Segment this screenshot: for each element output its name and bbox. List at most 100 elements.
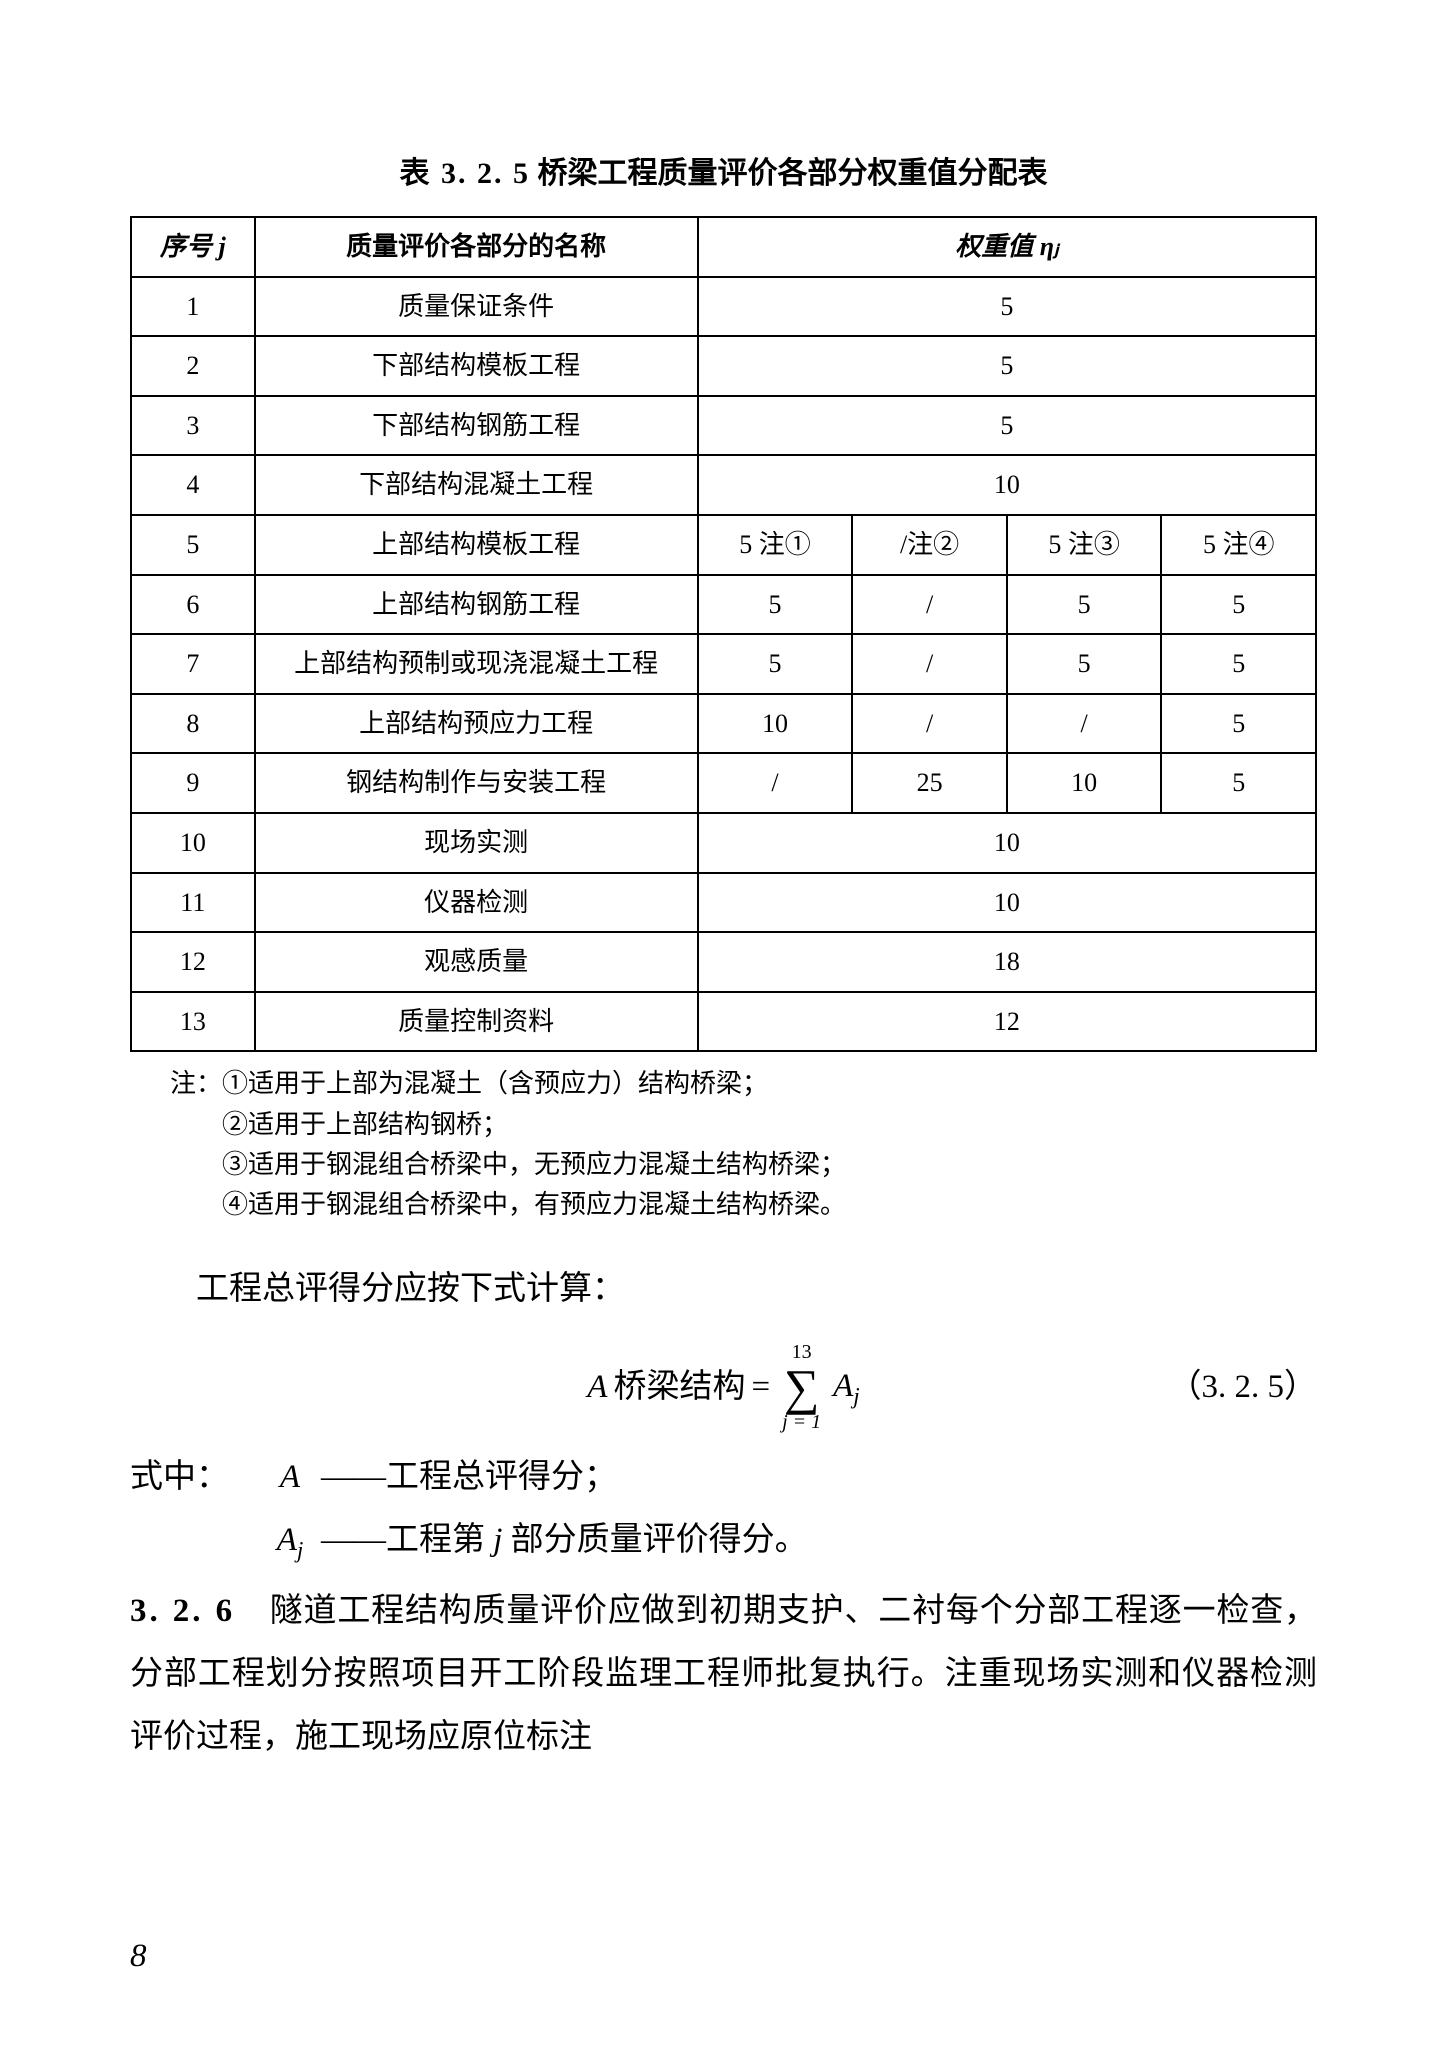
table-row: 1质量保证条件5 xyxy=(131,277,1316,337)
note-item: ①适用于上部为混凝土（含预应力）结构桥梁； xyxy=(222,1064,846,1104)
cell-weight: 5 xyxy=(698,396,1316,456)
cell-c4: 5 xyxy=(1161,753,1316,813)
cell-weight: 10 xyxy=(698,813,1316,873)
cell-weight: 10 xyxy=(698,873,1316,933)
formula-rhs: Aj xyxy=(833,1360,860,1415)
cell-seq: 11 xyxy=(131,873,255,933)
cell-seq: 10 xyxy=(131,813,255,873)
page-number: 8 xyxy=(130,1930,147,1983)
formula: A 桥梁结构 = 13 ∑ j = 1 Aj （3. 2. 5） xyxy=(130,1342,1317,1432)
table-row: 8上部结构预应力工程10//5 xyxy=(131,694,1316,754)
cell-seq: 6 xyxy=(131,575,255,635)
formula-number: （3. 2. 5） xyxy=(1169,1361,1318,1414)
cell-c4: 5 xyxy=(1161,694,1316,754)
cell-name: 现场实测 xyxy=(255,813,698,873)
cell-c3: 5 注③ xyxy=(1007,515,1162,575)
cell-name: 仪器检测 xyxy=(255,873,698,933)
section-text: 隧道工程结构质量评价应做到初期支护、二衬每个分部工程逐一检查，分部工程划分按照项… xyxy=(130,1593,1317,1754)
cell-c1: 5 注① xyxy=(698,515,853,575)
cell-seq: 5 xyxy=(131,515,255,575)
table-header-row: 序号 j 质量评价各部分的名称 权重值 ηⱼ xyxy=(131,217,1316,277)
sigma-block: 13 ∑ j = 1 xyxy=(782,1342,821,1432)
def-dash-1: —— xyxy=(320,1446,386,1509)
table-row: 2下部结构模板工程5 xyxy=(131,336,1316,396)
intro-text: 工程总评得分应按下式计算： xyxy=(130,1258,1317,1321)
table-title-text: 桥梁工程质量评价各部分权重值分配表 xyxy=(538,157,1048,190)
table-row: 5上部结构模板工程5 注①/注②5 注③5 注④ xyxy=(131,515,1316,575)
cell-c1: 10 xyxy=(698,694,853,754)
cell-name: 质量控制资料 xyxy=(255,992,698,1052)
cell-seq: 1 xyxy=(131,277,255,337)
sigma-symbol: ∑ xyxy=(784,1362,820,1412)
def-row-1: 式中： A —— 工程总评得分； xyxy=(130,1446,1317,1509)
th-weight: 权重值 ηⱼ xyxy=(698,217,1316,277)
def-sym-2: Aj xyxy=(260,1509,320,1572)
table-notes: 注： ①适用于上部为混凝土（含预应力）结构桥梁；②适用于上部结构钢桥；③适用于钢… xyxy=(130,1064,1317,1225)
table-row: 7上部结构预制或现浇混凝土工程5/55 xyxy=(131,634,1316,694)
cell-seq: 3 xyxy=(131,396,255,456)
th-name: 质量评价各部分的名称 xyxy=(255,217,698,277)
def-dash-2: —— xyxy=(320,1509,386,1572)
cell-seq: 7 xyxy=(131,634,255,694)
table-row: 6上部结构钢筋工程5/55 xyxy=(131,575,1316,635)
note-item: ②适用于上部结构钢桥； xyxy=(222,1105,846,1145)
cell-name: 上部结构钢筋工程 xyxy=(255,575,698,635)
cell-c1: 5 xyxy=(698,634,853,694)
table-row: 10现场实测10 xyxy=(131,813,1316,873)
cell-weight: 12 xyxy=(698,992,1316,1052)
section-3-2-6: 3. 2. 6 隧道工程结构质量评价应做到初期支护、二衬每个分部工程逐一检查，分… xyxy=(130,1580,1317,1768)
note-item: ③适用于钢混组合桥梁中，无预应力混凝土结构桥梁； xyxy=(222,1145,846,1185)
note-item: ④适用于钢混组合桥梁中，有预应力混凝土结构桥梁。 xyxy=(222,1185,846,1225)
formula-lhs-A: A xyxy=(587,1361,607,1414)
sigma-bot: j = 1 xyxy=(782,1412,821,1432)
table-row: 12观感质量18 xyxy=(131,932,1316,992)
def-text-1: 工程总评得分； xyxy=(386,1446,617,1509)
def-text-2: 工程第 j 部分质量评价得分。 xyxy=(386,1509,808,1572)
cell-weight: 10 xyxy=(698,455,1316,515)
cell-seq: 13 xyxy=(131,992,255,1052)
cell-name: 观感质量 xyxy=(255,932,698,992)
cell-c2: / xyxy=(852,694,1007,754)
cell-c1: 5 xyxy=(698,575,853,635)
section-number: 3. 2. 6 xyxy=(130,1593,235,1629)
cell-seq: 2 xyxy=(131,336,255,396)
cell-c2: / xyxy=(852,575,1007,635)
cell-name: 上部结构模板工程 xyxy=(255,515,698,575)
cell-weight: 5 xyxy=(698,277,1316,337)
formula-eq: = xyxy=(751,1361,770,1414)
th-seq: 序号 j xyxy=(131,217,255,277)
table-row: 4下部结构混凝土工程10 xyxy=(131,455,1316,515)
cell-seq: 9 xyxy=(131,753,255,813)
notes-items: ①适用于上部为混凝土（含预应力）结构桥梁；②适用于上部结构钢桥；③适用于钢混组合… xyxy=(222,1064,846,1225)
table-row: 3下部结构钢筋工程5 xyxy=(131,396,1316,456)
table-row: 9钢结构制作与安装工程/25105 xyxy=(131,753,1316,813)
def-row-2: Aj —— 工程第 j 部分质量评价得分。 xyxy=(130,1509,1317,1572)
cell-seq: 4 xyxy=(131,455,255,515)
cell-name: 上部结构预制或现浇混凝土工程 xyxy=(255,634,698,694)
cell-weight: 18 xyxy=(698,932,1316,992)
notes-label: 注： xyxy=(170,1064,222,1225)
cell-c2: 25 xyxy=(852,753,1007,813)
cell-c4: 5 xyxy=(1161,575,1316,635)
cell-c3: 10 xyxy=(1007,753,1162,813)
definitions: 式中： A —— 工程总评得分； Aj —— 工程第 j 部分质量评价得分。 xyxy=(130,1446,1317,1572)
cell-c1: / xyxy=(698,753,853,813)
cell-weight: 5 xyxy=(698,336,1316,396)
cell-name: 下部结构模板工程 xyxy=(255,336,698,396)
cell-name: 上部结构预应力工程 xyxy=(255,694,698,754)
cell-c4: 5 注④ xyxy=(1161,515,1316,575)
def-sym-1: A xyxy=(260,1446,320,1509)
table-number: 表 3. 2. 5 xyxy=(400,157,531,190)
table-row: 11仪器检测10 xyxy=(131,873,1316,933)
cell-name: 下部结构混凝土工程 xyxy=(255,455,698,515)
cell-seq: 12 xyxy=(131,932,255,992)
cell-c3: 5 xyxy=(1007,575,1162,635)
formula-lhs-text: 桥梁结构 xyxy=(613,1361,745,1414)
cell-c2: /注② xyxy=(852,515,1007,575)
cell-c3: 5 xyxy=(1007,634,1162,694)
cell-seq: 8 xyxy=(131,694,255,754)
table-title: 表 3. 2. 5 桥梁工程质量评价各部分权重值分配表 xyxy=(130,150,1317,198)
table-row: 13质量控制资料12 xyxy=(131,992,1316,1052)
cell-name: 钢结构制作与安装工程 xyxy=(255,753,698,813)
cell-name: 下部结构钢筋工程 xyxy=(255,396,698,456)
